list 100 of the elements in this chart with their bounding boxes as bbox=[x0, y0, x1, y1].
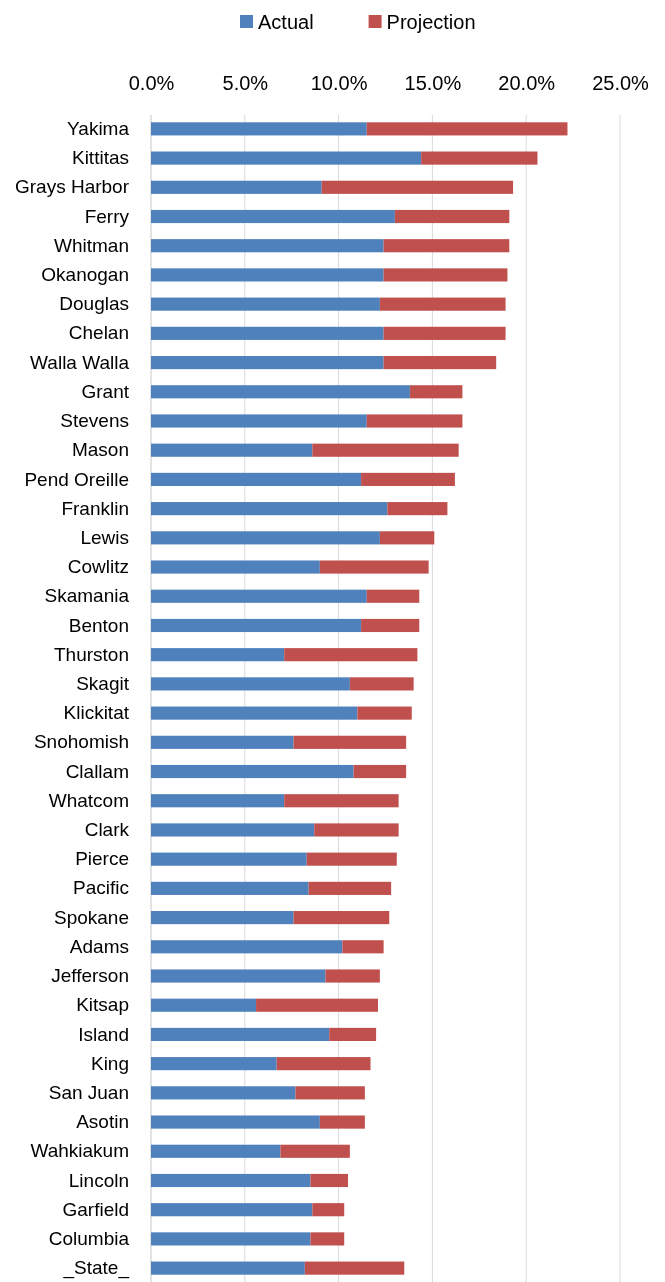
y-tick-label: Chelan bbox=[68, 322, 129, 344]
bar bbox=[421, 151, 538, 165]
y-tick-label: Skamania bbox=[44, 585, 130, 607]
bar bbox=[383, 268, 508, 282]
bar bbox=[280, 1144, 350, 1158]
y-tick-label: Ferry bbox=[84, 205, 130, 227]
bar bbox=[151, 268, 384, 282]
bar bbox=[151, 1086, 296, 1100]
y-tick-label: Pend Oreille bbox=[24, 468, 129, 490]
bar bbox=[151, 648, 285, 662]
bar bbox=[284, 648, 418, 662]
y-tick-label: Columbia bbox=[48, 1227, 130, 1249]
bar bbox=[151, 706, 358, 720]
bar bbox=[151, 940, 343, 954]
x-tick-label: 20.0% bbox=[498, 72, 556, 94]
bar bbox=[151, 502, 388, 516]
bar bbox=[151, 998, 257, 1012]
bar bbox=[151, 618, 362, 633]
y-tick-label: Grays Harbor bbox=[14, 176, 130, 198]
bar bbox=[256, 998, 378, 1012]
bar bbox=[151, 852, 307, 866]
y-tick-label: Island bbox=[78, 1023, 129, 1045]
y-tick-label: Garfield bbox=[62, 1198, 129, 1220]
bar bbox=[151, 151, 422, 165]
y-tick-label: Snohomish bbox=[33, 731, 129, 753]
bar bbox=[353, 764, 407, 779]
bar bbox=[151, 531, 380, 545]
bar bbox=[366, 589, 420, 603]
y-tick-label: Benton bbox=[68, 614, 129, 636]
bar bbox=[151, 969, 326, 983]
y-tick-label: Douglas bbox=[59, 293, 129, 315]
y-tick-label: Thurston bbox=[54, 643, 129, 665]
bar bbox=[284, 794, 399, 808]
bar bbox=[151, 1115, 320, 1129]
y-tick-label: Pierce bbox=[75, 848, 129, 870]
y-tick-label: Pacific bbox=[73, 877, 129, 899]
bar bbox=[151, 794, 285, 808]
bar bbox=[329, 1027, 377, 1042]
bar bbox=[151, 122, 367, 136]
bar bbox=[394, 209, 510, 224]
bar bbox=[325, 969, 380, 983]
bar bbox=[151, 414, 367, 428]
legend-label: Projection bbox=[386, 11, 476, 33]
bar bbox=[151, 356, 384, 370]
y-tick-label: _State_ bbox=[62, 1257, 130, 1280]
x-tick-label: 25.0% bbox=[592, 72, 650, 94]
y-tick-label: Jefferson bbox=[51, 965, 129, 987]
bar bbox=[295, 1086, 365, 1100]
bar bbox=[310, 1173, 348, 1188]
x-tick-label: 0.0% bbox=[128, 72, 175, 94]
bar bbox=[306, 852, 397, 866]
y-tick-label: Stevens bbox=[60, 410, 129, 432]
y-tick-label: Clark bbox=[84, 819, 130, 841]
bar bbox=[151, 180, 322, 194]
bar bbox=[151, 589, 367, 603]
y-tick-label: Klickitat bbox=[63, 702, 130, 724]
y-tick-label: King bbox=[90, 1052, 129, 1074]
y-tick-label: Mason bbox=[71, 439, 129, 461]
y-tick-label: Spokane bbox=[53, 906, 129, 928]
bar bbox=[312, 443, 459, 457]
y-tick-label: Lewis bbox=[80, 526, 129, 548]
bar bbox=[319, 560, 429, 574]
bar bbox=[308, 881, 392, 895]
bar bbox=[293, 735, 407, 749]
y-tick-label: San Juan bbox=[48, 1081, 129, 1103]
y-tick-label: Franklin bbox=[61, 497, 129, 519]
bar bbox=[312, 1203, 345, 1217]
y-tick-label: Lincoln bbox=[68, 1169, 129, 1191]
bar bbox=[151, 1144, 281, 1158]
bar bbox=[151, 1057, 277, 1071]
y-tick-label: Grant bbox=[81, 380, 130, 402]
y-tick-label: Whitman bbox=[54, 234, 129, 256]
bar bbox=[319, 1115, 365, 1129]
bar bbox=[276, 1057, 371, 1071]
bar bbox=[349, 677, 414, 691]
bar bbox=[151, 560, 320, 574]
bar bbox=[151, 1261, 305, 1275]
bar bbox=[151, 443, 313, 457]
bar bbox=[151, 911, 294, 925]
x-tick-label: 15.0% bbox=[404, 72, 462, 94]
bar bbox=[151, 677, 350, 691]
bar bbox=[321, 180, 514, 194]
bar bbox=[409, 385, 463, 399]
y-tick-label: Clallam bbox=[65, 760, 129, 782]
bar bbox=[357, 706, 412, 720]
bar bbox=[151, 1232, 311, 1246]
y-tick-label: Whatcom bbox=[48, 789, 129, 811]
bar bbox=[151, 472, 362, 486]
bar bbox=[151, 823, 315, 837]
x-tick-label: 5.0% bbox=[222, 72, 269, 94]
y-tick-label: Okanogan bbox=[41, 264, 129, 286]
bar bbox=[383, 239, 510, 253]
bar bbox=[151, 735, 294, 749]
bar bbox=[151, 764, 354, 779]
bar bbox=[361, 618, 420, 633]
y-tick-label: Asotin bbox=[76, 1111, 129, 1133]
y-tick-label: Walla Walla bbox=[30, 351, 130, 373]
bar bbox=[383, 356, 497, 370]
bar bbox=[151, 385, 410, 399]
y-tick-label: Cowlitz bbox=[67, 556, 129, 578]
